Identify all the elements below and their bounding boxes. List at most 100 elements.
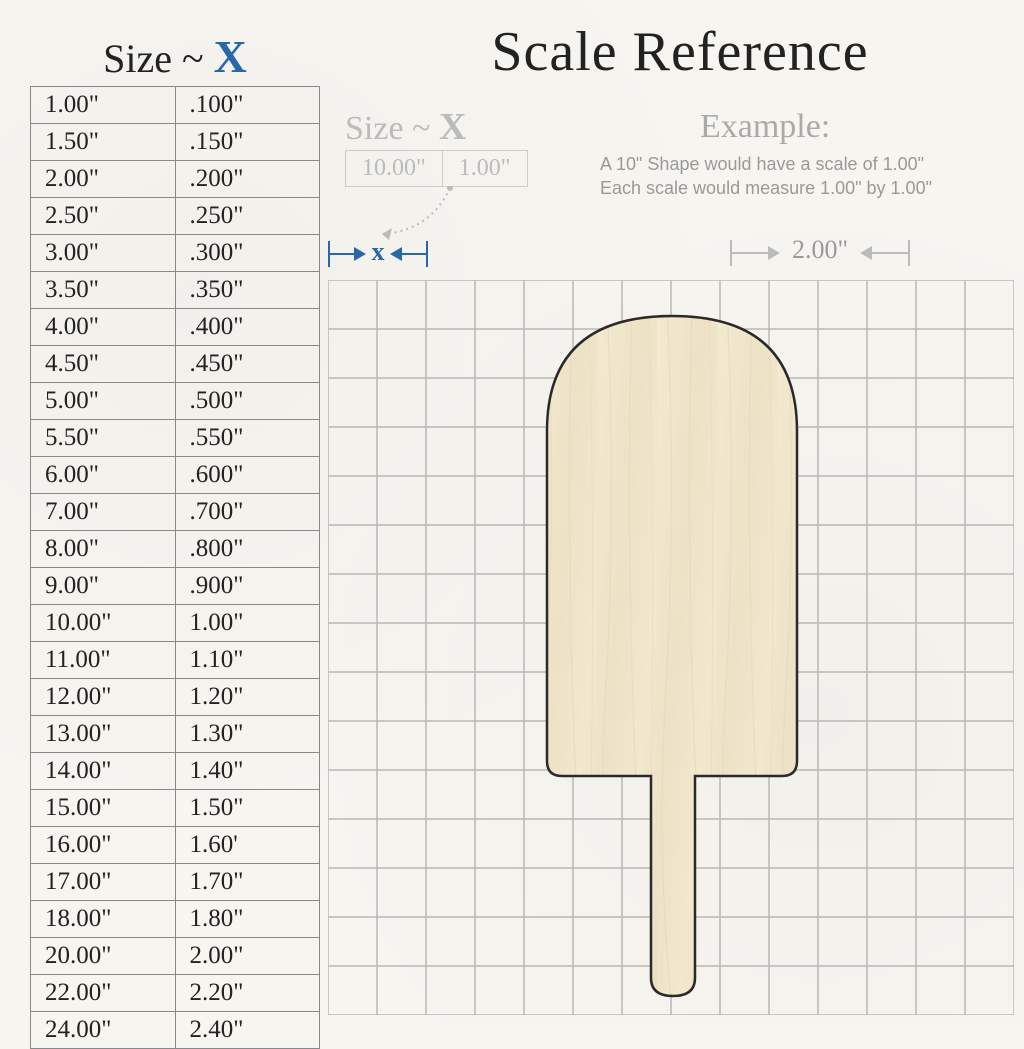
cell-size: 1.50": [31, 124, 176, 161]
table-row: 16.00"1.60': [31, 827, 320, 864]
example-line1: A 10" Shape would have a scale of 1.00": [600, 152, 1000, 176]
cell-size: 16.00": [31, 827, 176, 864]
scale-table: 1.00".100"1.50".150"2.00".200"2.50".250"…: [30, 86, 320, 1049]
table-row: 10.00"1.00": [31, 605, 320, 642]
page-title: Scale Reference: [370, 20, 990, 84]
example-line2: Each scale would measure 1.00" by 1.00": [600, 176, 1000, 200]
cell-x: .100": [175, 87, 320, 124]
table-row: 1.50".150": [31, 124, 320, 161]
cell-size: 12.00": [31, 679, 176, 716]
mini-header-prefix: Size ~: [345, 110, 439, 147]
mini-cell-x: 1.00": [442, 151, 527, 187]
popsicle-shape: [537, 306, 807, 1000]
cell-x: .800": [175, 531, 320, 568]
table-row: 7.00".700": [31, 494, 320, 531]
cell-size: 15.00": [31, 790, 176, 827]
cell-x: 1.10": [175, 642, 320, 679]
cell-x: .150": [175, 124, 320, 161]
table-row: 13.00"1.30": [31, 716, 320, 753]
table-row: 3.50".350": [31, 272, 320, 309]
x-indicator: x: [328, 235, 428, 275]
cell-x: 1.80": [175, 901, 320, 938]
x-line-right: [400, 253, 428, 255]
width-indicator: 2.00": [730, 235, 910, 275]
cell-size: 2.50": [31, 198, 176, 235]
cell-x: .250": [175, 198, 320, 235]
cell-x: .700": [175, 494, 320, 531]
table-row: 5.50".550": [31, 420, 320, 457]
cell-x: 1.60': [175, 827, 320, 864]
cell-size: 20.00": [31, 938, 176, 975]
w-bar-right: [908, 240, 910, 266]
table-row: 15.00"1.50": [31, 790, 320, 827]
example-title: Example:: [700, 108, 830, 146]
cell-size: 4.00": [31, 309, 176, 346]
table-row: 22.00"2.20": [31, 975, 320, 1012]
table-row: 18.00"1.80": [31, 901, 320, 938]
mini-cell-size: 10.00": [346, 151, 443, 187]
cell-x: .400": [175, 309, 320, 346]
table-row: 9.00".900": [31, 568, 320, 605]
example-text: A 10" Shape would have a scale of 1.00" …: [600, 152, 1000, 201]
cell-size: 22.00": [31, 975, 176, 1012]
cell-size: 6.00": [31, 457, 176, 494]
cell-x: 1.40": [175, 753, 320, 790]
lt-header-prefix: Size ~: [103, 36, 214, 81]
table-row: 6.00".600": [31, 457, 320, 494]
mini-header-x: X: [439, 106, 466, 148]
cell-x: 1.50": [175, 790, 320, 827]
x-bar-right: [426, 241, 428, 267]
table-row: 2.00".200": [31, 161, 320, 198]
lt-header-x: X: [214, 31, 247, 82]
cell-size: 7.00": [31, 494, 176, 531]
cell-x: .350": [175, 272, 320, 309]
cell-x: .300": [175, 235, 320, 272]
cell-size: 8.00": [31, 531, 176, 568]
cell-size: 17.00": [31, 864, 176, 901]
cell-x: 1.30": [175, 716, 320, 753]
cell-x: .600": [175, 457, 320, 494]
cell-x: .900": [175, 568, 320, 605]
popsicle-path: [547, 316, 797, 996]
cell-size: 1.00": [31, 87, 176, 124]
mini-table-row: 10.00" 1.00": [346, 151, 528, 187]
table-row: 14.00"1.40": [31, 753, 320, 790]
cell-x: .200": [175, 161, 320, 198]
cell-size: 2.00": [31, 161, 176, 198]
table-row: 5.00".500": [31, 383, 320, 420]
w-label: 2.00": [730, 235, 910, 265]
cell-size: 18.00": [31, 901, 176, 938]
w-line-right: [870, 252, 910, 254]
x-label: x: [328, 237, 428, 267]
cell-size: 9.00": [31, 568, 176, 605]
mini-table: 10.00" 1.00": [345, 150, 528, 187]
cell-x: 2.20": [175, 975, 320, 1012]
table-row: 1.00".100": [31, 87, 320, 124]
table-row: 20.00"2.00": [31, 938, 320, 975]
table-row: 4.50".450": [31, 346, 320, 383]
cell-x: 1.70": [175, 864, 320, 901]
cell-x: 2.00": [175, 938, 320, 975]
cell-size: 3.50": [31, 272, 176, 309]
left-table-header: Size ~ X: [30, 30, 320, 83]
table-row: 24.00"2.40": [31, 1012, 320, 1049]
cell-x: .450": [175, 346, 320, 383]
cell-size: 14.00": [31, 753, 176, 790]
table-row: 4.00".400": [31, 309, 320, 346]
cell-size: 11.00": [31, 642, 176, 679]
mini-header: Size ~ X: [345, 105, 466, 149]
table-row: 3.00".300": [31, 235, 320, 272]
table-row: 11.00"1.10": [31, 642, 320, 679]
cell-x: 1.20": [175, 679, 320, 716]
cell-size: 13.00": [31, 716, 176, 753]
table-row: 8.00".800": [31, 531, 320, 568]
table-row: 2.50".250": [31, 198, 320, 235]
cell-x: .550": [175, 420, 320, 457]
table-row: 12.00"1.20": [31, 679, 320, 716]
table-row: 17.00"1.70": [31, 864, 320, 901]
cell-x: 2.40": [175, 1012, 320, 1049]
cell-size: 4.50": [31, 346, 176, 383]
cell-x: 1.00": [175, 605, 320, 642]
cell-size: 3.00": [31, 235, 176, 272]
cell-size: 10.00": [31, 605, 176, 642]
